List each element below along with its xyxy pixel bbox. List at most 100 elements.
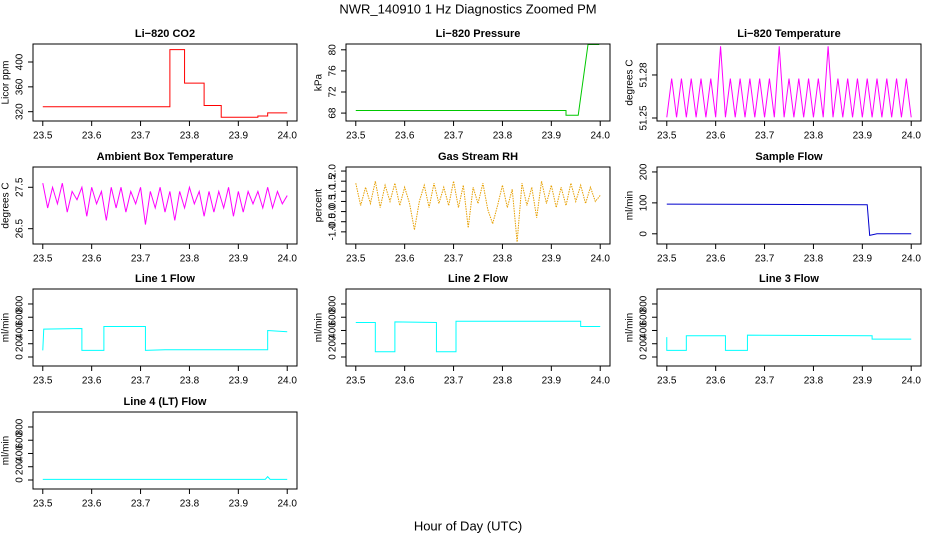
y-axis-label: kPa [314,73,325,91]
data-line [42,326,288,351]
x-tick-label: 23.7 [131,499,151,510]
data-line [666,46,912,118]
panel-title: Ambient Box Temperature [97,151,234,163]
x-tick-label: 24.0 [590,131,610,142]
y-tick-label: 320 [15,103,26,120]
panel-title: Line 1 Flow [135,273,195,285]
x-tick-label: 23.8 [180,499,200,510]
x-tick-label: 23.8 [493,131,513,142]
y-tick-label: 72 [328,86,339,98]
plot-frame [32,288,298,367]
x-tick-label: 23.8 [493,376,513,387]
plot-frame [32,43,298,122]
data-line [42,183,288,225]
y-axis-label: degrees C [1,182,12,228]
x-tick-label: 23.5 [346,376,366,387]
y-tick-label: 200 [328,335,339,352]
x-tick-label: 24.0 [590,376,610,387]
x-tick-label: 23.6 [706,254,726,265]
x-tick-label: 23.5 [33,131,53,142]
panel-title: Line 4 (LT) Flow [124,396,207,408]
y-tick-label: 51.28 [639,62,650,87]
x-tick-label: 24.0 [277,254,297,265]
panel-title: Line 3 Flow [759,273,819,285]
x-tick-label: 23.6 [706,376,726,387]
x-tick-label: 23.8 [493,254,513,265]
figure-title: NWR_140910 1 Hz Diagnostics Zoomed PM [339,1,596,16]
x-tick-label: 23.8 [804,376,824,387]
x-tick-label: 23.7 [131,376,151,387]
x-axis-label: Hour of Day (UTC) [414,518,522,533]
y-axis-label: ml/min [625,191,636,220]
x-tick-label: 24.0 [590,254,610,265]
y-tick-label: 400 [328,322,339,339]
y-tick-label: 51.25 [639,105,650,130]
y-tick-label: 800 [15,295,26,312]
x-tick-label: 23.5 [346,131,366,142]
panel-title: Gas Stream RH [438,151,518,163]
x-tick-label: 23.7 [755,376,775,387]
x-tick-label: 23.7 [444,254,464,265]
x-tick-label: 23.7 [131,131,151,142]
data-line [42,475,288,480]
x-tick-label: 23.6 [395,131,415,142]
x-tick-label: 23.7 [444,131,464,142]
x-tick-label: 23.8 [804,254,824,265]
x-tick-label: 23.9 [853,254,873,265]
y-tick-label: 0.5 [328,194,339,208]
x-tick-label: 23.6 [395,254,415,265]
x-tick-label: 23.6 [82,131,102,142]
y-tick-label: 2.0 [328,164,339,178]
plot-frame [656,166,922,245]
x-tick-label: 24.0 [901,254,921,265]
x-tick-label: 23.6 [395,376,415,387]
y-tick-label: 68 [328,107,339,119]
y-tick-label: 200 [639,163,650,180]
y-tick-label: 600 [639,308,650,325]
x-tick-label: 24.0 [901,376,921,387]
plot-frame [345,43,611,122]
x-tick-label: 24.0 [277,499,297,510]
plot-frame [656,288,922,367]
x-tick-label: 23.5 [33,254,53,265]
plot-frame [345,288,611,367]
x-tick-label: 23.6 [82,499,102,510]
y-tick-label: -1.0 [328,223,339,241]
y-tick-label: 360 [15,78,26,95]
y-tick-label: 600 [15,308,26,325]
y-tick-label: 200 [639,335,650,352]
x-tick-label: 23.6 [706,131,726,142]
data-line [355,181,601,243]
y-tick-label: 80 [328,44,339,56]
x-tick-label: 23.9 [542,376,562,387]
x-tick-label: 23.9 [853,131,873,142]
y-tick-label: 1.0 [328,184,339,198]
data-line [355,44,600,116]
x-tick-label: 23.8 [180,376,200,387]
y-tick-label: 0.0 [328,204,339,218]
y-tick-label: 0 [639,354,650,360]
x-tick-label: 24.0 [277,131,297,142]
panel-title: Li−820 Pressure [436,28,521,40]
x-tick-label: 23.9 [853,376,873,387]
x-tick-label: 23.6 [82,254,102,265]
y-tick-label: 400 [15,53,26,70]
y-tick-label: 600 [15,431,26,448]
panel-title: Sample Flow [755,151,823,163]
panel-title: Line 2 Flow [448,273,508,285]
y-tick-label: 400 [15,322,26,339]
y-tick-label: 1.5 [328,174,339,188]
x-tick-label: 23.8 [180,254,200,265]
x-tick-label: 23.9 [542,254,562,265]
y-axis-label: ml/min [625,313,636,342]
x-tick-label: 23.7 [444,376,464,387]
y-tick-label: 800 [639,295,650,312]
y-tick-label: -0.5 [328,213,339,231]
y-tick-label: 400 [15,445,26,462]
x-tick-label: 23.7 [131,254,151,265]
x-tick-label: 23.9 [542,131,562,142]
y-tick-label: 76 [328,65,339,77]
panel-title: Li−820 Temperature [737,28,840,40]
plot-frame [32,166,298,245]
